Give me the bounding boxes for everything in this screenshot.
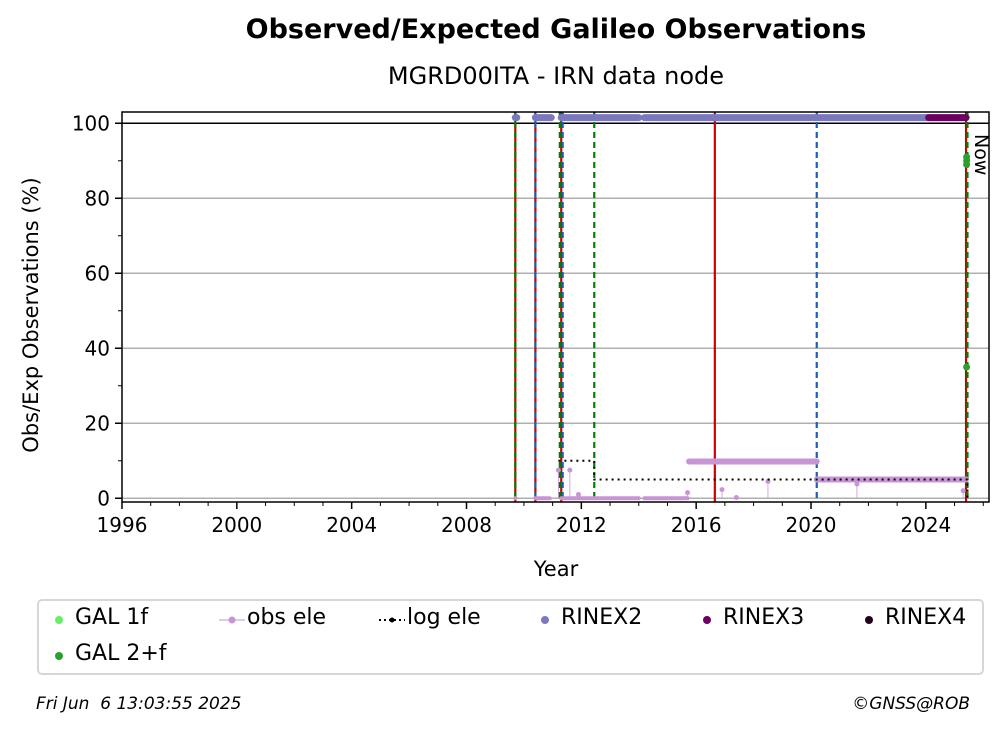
x-tick-label-2008: 2008: [441, 513, 492, 537]
y-tick-label-20: 20: [85, 411, 110, 435]
legend-label: RINEX4: [885, 605, 967, 630]
log-ele-line: [558, 459, 969, 499]
y-axis-label: Obs/Exp Observations (%): [19, 177, 43, 452]
obs-ele-point-5: [733, 495, 739, 500]
legend-swatch: [55, 652, 63, 660]
legend-swatch: [219, 616, 245, 624]
footer-timestamp: Fri Jun 6 13:03:55 2025: [36, 694, 242, 714]
legend-label: RINEX2: [561, 605, 643, 630]
x-tick-label-2012: 2012: [556, 513, 607, 537]
x-tick-label-2020: 2020: [786, 513, 837, 537]
legend-swatch: [55, 616, 63, 624]
now-label: Now: [970, 134, 992, 175]
legend: GAL 1f obs ele log ele RINEX2 RINEX3 RINEX4 GA…: [37, 599, 984, 675]
x-tick-label-2000: 2000: [211, 513, 262, 537]
obs-ele-point-1: [567, 467, 573, 473]
legend-label: GAL 2+f: [75, 641, 167, 666]
x-axis-label: Year: [533, 557, 579, 581]
y-tick-label-100: 100: [72, 111, 110, 135]
legend-label: RINEX3: [723, 605, 805, 630]
chart-title: Observed/Expected Galileo Observations: [245, 14, 867, 45]
x-tick-label-2004: 2004: [326, 513, 377, 537]
plot-frame: [121, 111, 990, 503]
obs-ele-point-0: [555, 467, 561, 473]
legend-label: log ele: [407, 605, 481, 630]
y-tick-label-0: 0: [97, 486, 110, 510]
obs-ele-point-4: [719, 487, 725, 493]
x-tick-label-1996: 1996: [97, 513, 148, 537]
gal2f-point-3: [963, 363, 971, 371]
y-tick-label-40: 40: [85, 336, 110, 360]
obs-ele-point-3: [685, 490, 691, 496]
x-tick-label-2016: 2016: [671, 513, 722, 537]
gal2f-point-2: [963, 161, 971, 168]
legend-swatch: [865, 616, 873, 624]
obs-ele-point-8: [960, 488, 966, 494]
chart-subtitle: MGRD00ITA - IRN data node: [387, 62, 725, 90]
y-tick-label-80: 80: [85, 186, 110, 210]
obs-ele-point-2: [575, 492, 581, 497]
legend-swatch: [379, 617, 405, 623]
x-tick-label-2024: 2024: [900, 513, 951, 537]
footer-credit: ©GNSS@ROB: [852, 694, 970, 714]
legend-label: obs ele: [247, 605, 327, 630]
chart-plot: Obs/Exp Observations (%) Year 0 20 40 60 80 1…: [19, 111, 992, 581]
obs-ele-point-7: [854, 481, 860, 487]
y-tick-label-60: 60: [85, 261, 110, 285]
legend-swatch: [703, 616, 711, 624]
legend-swatch: [541, 616, 549, 624]
legend-label: GAL 1f: [75, 605, 149, 630]
